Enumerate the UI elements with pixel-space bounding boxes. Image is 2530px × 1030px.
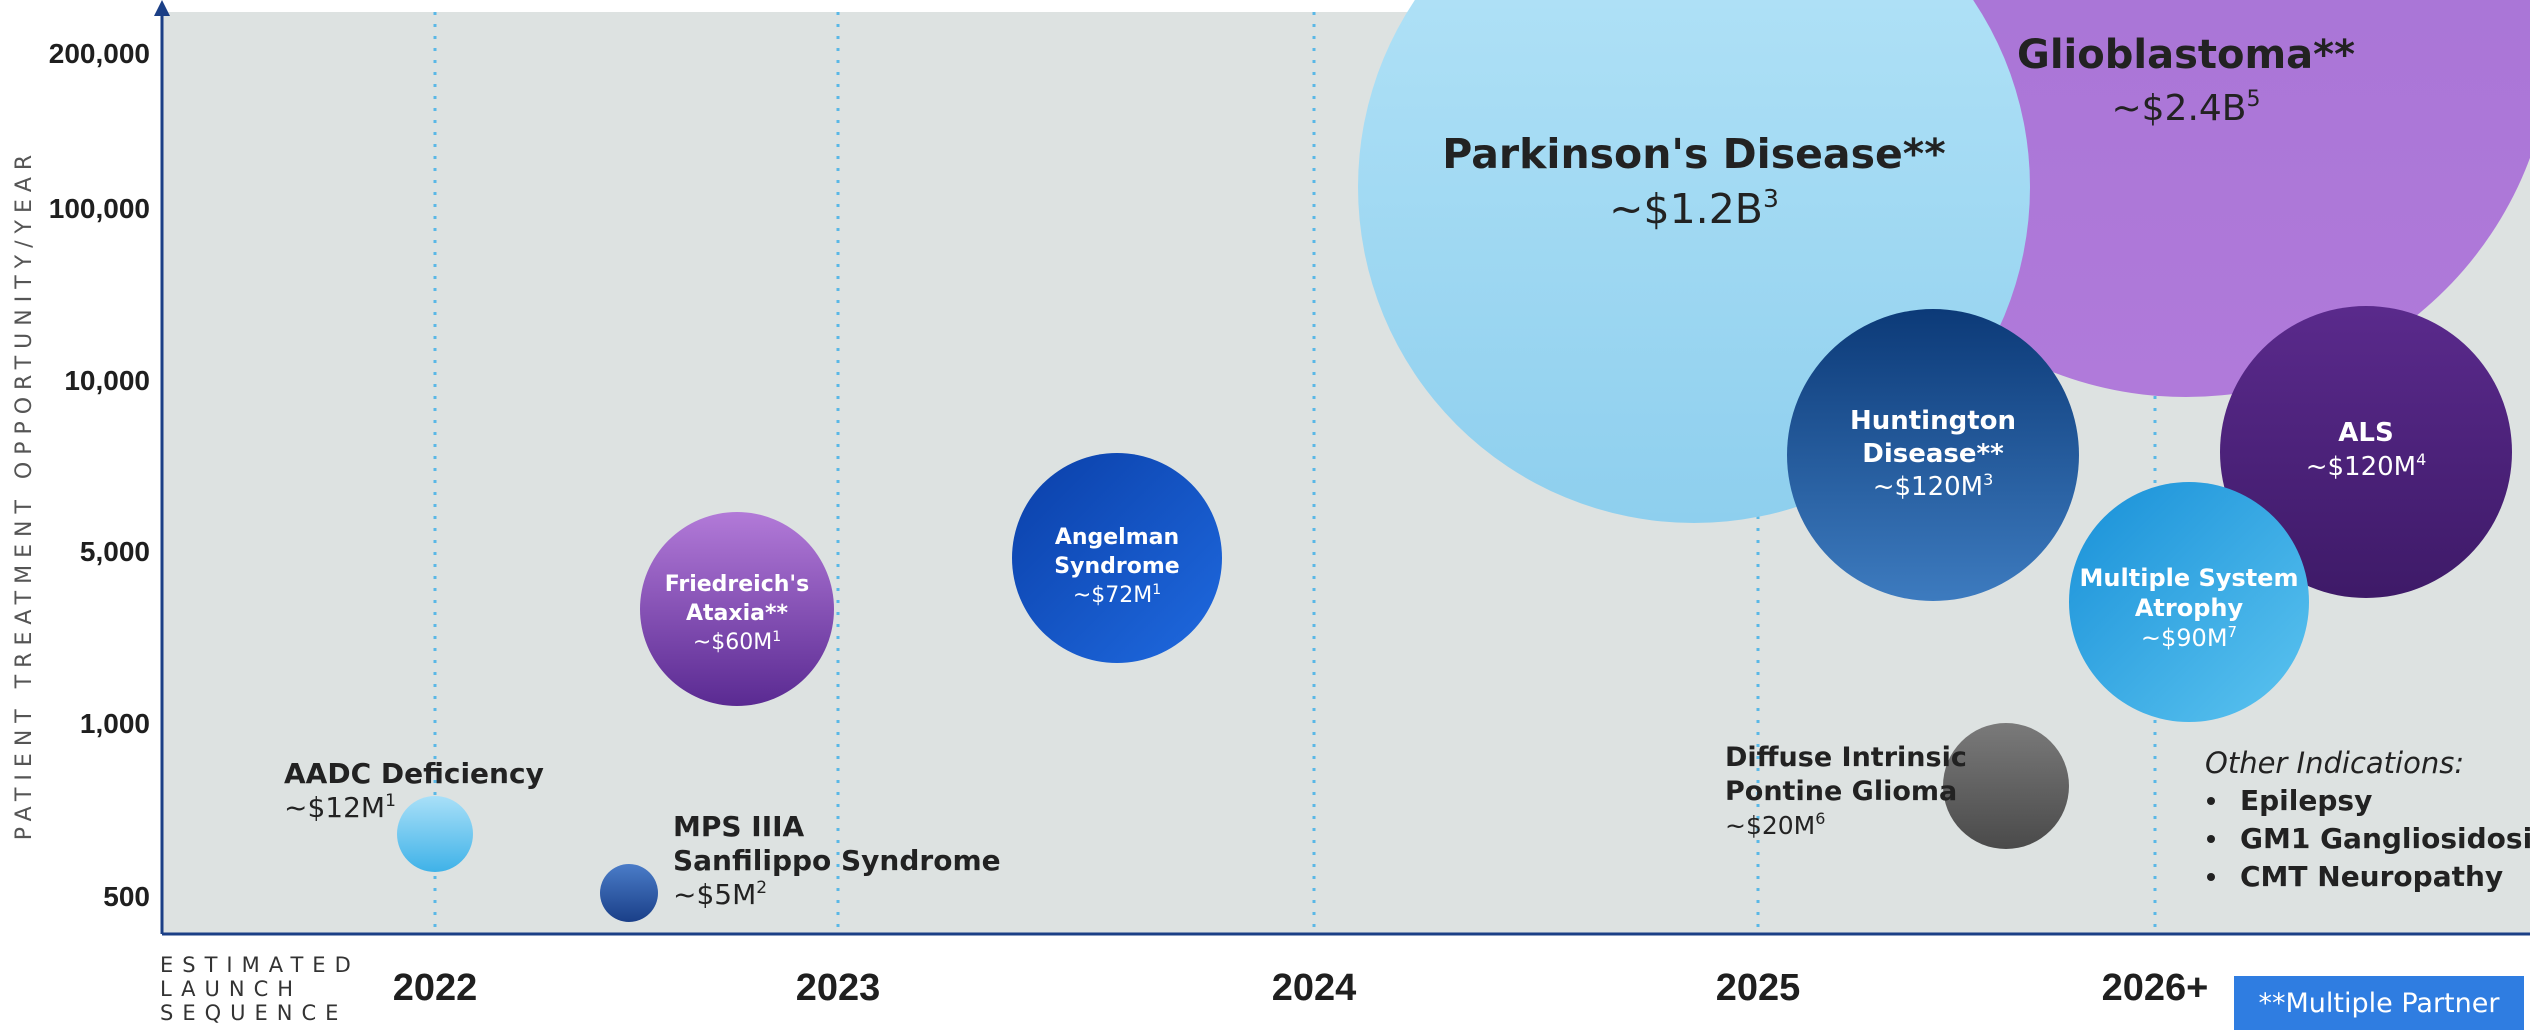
other-indications-title: Other Indications:: [2205, 746, 2464, 780]
bubble-label-huntington-disease: Huntington: [1850, 406, 2016, 436]
svg-text:LAUNCH: LAUNCH: [160, 977, 302, 1001]
bubble-label-friedreich-s-ataxia: Ataxia**: [686, 601, 788, 626]
bullet-icon: [2207, 797, 2215, 805]
bubble-value-parkinson-s-disease: ~$1.2B3: [1609, 184, 1779, 233]
y-tick-label: 1,000: [80, 708, 150, 739]
bubble-aadc-deficiency: [397, 796, 473, 872]
bubble-multiple-system-atrophy: [2069, 482, 2309, 722]
svg-text:ESTIMATED: ESTIMATED: [160, 953, 360, 977]
bubble-value-als: ~$120M4: [2306, 450, 2427, 482]
y-tick-labels: 500 1,000 5,000 10,000 100,000 200,000: [49, 38, 150, 912]
bubble-value-aadc-deficiency: ~$12M1: [284, 791, 396, 824]
x-tick-label: 2024: [1272, 967, 1357, 1009]
other-indications: Other Indications: Epilepsy GM1 Gangliosi…: [2205, 746, 2530, 893]
bubble-value-huntington-disease: ~$120M3: [1873, 470, 1994, 502]
bubble-value-friedreich-s-ataxia: ~$60M1: [693, 629, 781, 655]
bubble-label-parkinson-s-disease: Parkinson's Disease**: [1442, 130, 1945, 178]
bubble-label-mps-iiia-sanfilippo-syndrome: MPS IIIA: [673, 810, 805, 843]
other-indication-item: GM1 Gangliosidosis: [2240, 822, 2530, 855]
bubble-value-diffuse-intrinsic-pontine-glioma: ~$20M6: [1725, 809, 1825, 840]
y-tick-label: 100,000: [49, 193, 150, 224]
bubble-value-multiple-system-atrophy: ~$90M7: [2141, 623, 2237, 652]
bubble-label-huntington-disease: Disease**: [1862, 439, 2004, 469]
bubble-value-angelman-syndrome: ~$72M1: [1073, 582, 1161, 608]
bubble-label-multiple-system-atrophy: Multiple System: [2080, 564, 2299, 592]
other-indication-item: Epilepsy: [2240, 784, 2372, 817]
gridlines: [433, 12, 2157, 934]
y-axis-arrow-icon: [154, 0, 170, 16]
bubble-label-multiple-system-atrophy: Atrophy: [2135, 594, 2244, 622]
bubble-diffuse-intrinsic-pontine-glioma: [1943, 723, 2069, 849]
y-tick-label: 500: [103, 881, 150, 912]
bubble-label-angelman-syndrome: Syndrome: [1054, 554, 1179, 579]
multiple-partner-note: **Multiple Partner: [2234, 976, 2524, 1030]
bubble-value-mps-iiia-sanfilippo-syndrome: ~$5M2: [673, 878, 767, 911]
x-tick-label: 2026+: [2102, 967, 2209, 1009]
bubble-als: [2220, 306, 2512, 598]
bubble-mps-iiia-sanfilippo-syndrome: [600, 864, 658, 922]
bubble-label-aadc-deficiency: AADC Deficiency: [284, 757, 544, 790]
bubble-label-diffuse-intrinsic-pontine-glioma: Diffuse Intrinsic: [1725, 742, 1967, 773]
svg-text:SEQUENCE: SEQUENCE: [160, 1001, 347, 1025]
y-axis-label: PATIENT TREATMENT OPPORTUNITY/YEAR: [12, 148, 37, 840]
x-tick-label: 2022: [393, 967, 478, 1009]
bubble-label-glioblastoma: Glioblastoma**: [2017, 32, 2355, 78]
other-indication-item: CMT Neuropathy: [2240, 860, 2503, 893]
x-tick-label: 2023: [796, 967, 881, 1009]
bubble-label-friedreich-s-ataxia: Friedreich's: [665, 572, 810, 597]
bubble-angelman-syndrome: [1012, 453, 1222, 663]
bubble-labels: AADC Deficiency~$12M1 MPS IIIASanfilippo …: [284, 32, 2426, 911]
bubble-label-als: ALS: [2338, 418, 2393, 448]
bubble-label-mps-iiia-sanfilippo-syndrome: Sanfilippo Syndrome: [673, 844, 1001, 877]
bubble-label-diffuse-intrinsic-pontine-glioma: Pontine Glioma: [1725, 776, 1957, 807]
y-tick-label: 5,000: [80, 536, 150, 567]
y-tick-label: 10,000: [64, 365, 150, 396]
x-axis-label: ESTIMATED LAUNCH SEQUENCE: [160, 953, 360, 1025]
bubble-value-glioblastoma: ~$2.4B5: [2111, 87, 2260, 129]
bubble-huntington-disease: [1787, 309, 2079, 601]
x-tick-label: 2025: [1716, 967, 1801, 1009]
bubbles: [397, 0, 2530, 922]
bubble-friedreich-s-ataxia: [640, 512, 834, 706]
x-tick-labels: 2022 2023 2024 2025 2026+: [393, 967, 2209, 1009]
y-tick-label: 200,000: [49, 38, 150, 69]
bullet-icon: [2207, 873, 2215, 881]
bubble-label-angelman-syndrome: Angelman: [1055, 525, 1179, 550]
bullet-icon: [2207, 835, 2215, 843]
